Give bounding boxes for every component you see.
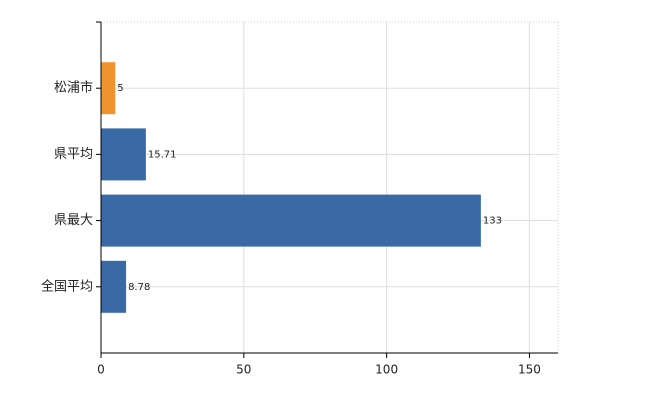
value-label: 133 [483,216,502,227]
y-tick-label: 全国平均 [41,278,93,294]
value-label: 15.71 [148,149,177,160]
x-tick-label: 50 [236,363,251,377]
y-tick-label: 県平均 [54,147,93,162]
bar [101,128,146,181]
value-label: 5 [117,83,123,94]
y-tick-label: 松浦市 [54,80,93,96]
value-label: 8.78 [128,282,150,293]
bar [101,194,481,247]
bar [101,260,127,313]
bar [101,62,116,115]
x-tick-label: 100 [375,363,398,377]
x-tick-label: 150 [518,363,541,377]
x-tick-label: 0 [97,363,105,377]
y-tick-label: 県最大 [54,213,93,228]
